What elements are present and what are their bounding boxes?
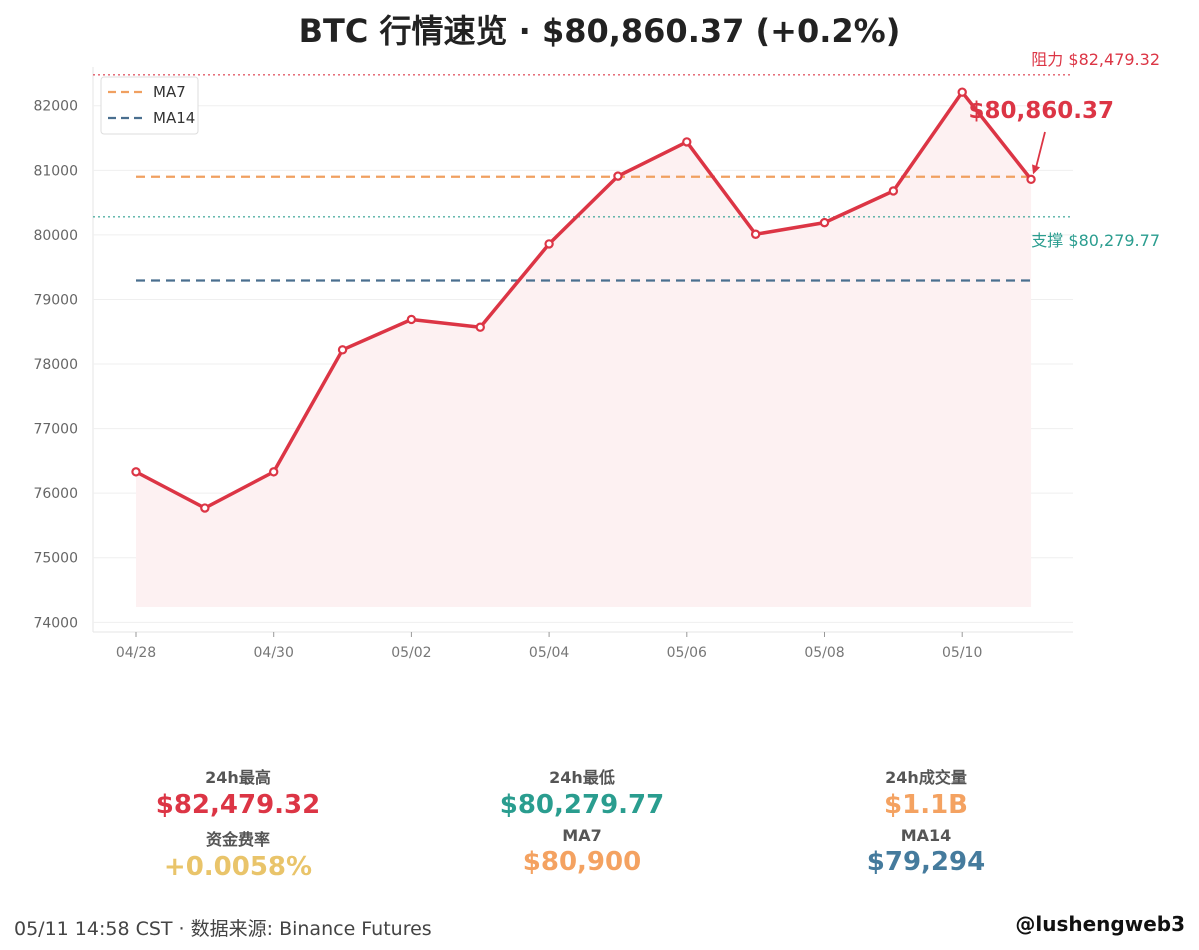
y-tick-label: 78000 xyxy=(33,357,78,373)
y-tick-label: 80000 xyxy=(33,228,78,244)
stat-24h-high: 24h最高 $82,479.32 xyxy=(118,764,358,820)
price-point xyxy=(406,314,417,325)
stat-value: $80,279.77 xyxy=(499,790,665,820)
price-point xyxy=(613,171,623,181)
price-point xyxy=(337,345,348,355)
x-tick-label: 04/28 xyxy=(116,645,156,661)
stat-value: $1.1B xyxy=(884,790,968,820)
price-chart: 74000 75000 76000 77000 78000 79000 80000 81000… xyxy=(33,50,1160,661)
annotation-arrow xyxy=(1034,131,1046,172)
legend-label-ma7: MA7 xyxy=(153,83,186,101)
stat-24h-volume: 24h成交量 $1.1B xyxy=(806,764,1046,820)
price-line xyxy=(135,90,1033,510)
y-tick-label: 79000 xyxy=(33,292,78,308)
x-tick-label: 05/10 xyxy=(942,645,982,661)
y-tick-label: 74000 xyxy=(33,615,78,631)
footer-handle: @lushengweb3 xyxy=(1015,912,1185,936)
stat-value: $79,294 xyxy=(866,847,986,877)
price-point xyxy=(269,467,279,477)
stat-value: +0.0058% xyxy=(163,852,313,882)
footer-timestamp-source: 05/11 14:58 CST · 数据来源: Binance Futures xyxy=(14,918,432,940)
price-point xyxy=(475,322,485,332)
y-tick-label: 77000 xyxy=(33,422,78,438)
stat-label: 24h最低 xyxy=(549,768,615,787)
stat-funding-rate: 资金费率 +0.0058% xyxy=(118,826,358,882)
annotation-price-label: $80,860.37 xyxy=(968,98,1114,124)
stat-label: 24h成交量 xyxy=(885,768,967,787)
stat-value: $80,900 xyxy=(522,847,642,877)
price-point xyxy=(131,467,141,477)
legend: MA7 MA14 xyxy=(100,76,199,135)
stat-label: 资金费率 xyxy=(205,830,270,849)
stat-label: 24h最高 xyxy=(205,768,271,787)
y-tick-label: 75000 xyxy=(33,551,78,567)
annotation-arrowhead xyxy=(1032,164,1041,175)
y-tick-label: 81000 xyxy=(33,163,78,179)
price-point xyxy=(888,186,899,196)
price-point xyxy=(544,239,554,249)
stat-24h-low: 24h最低 $80,279.77 xyxy=(462,764,702,820)
x-tick-label: 05/06 xyxy=(667,645,707,661)
price-point xyxy=(1026,174,1036,185)
x-tick-label: 05/02 xyxy=(391,645,431,661)
stat-ma14: MA14 $79,294 xyxy=(806,826,1046,877)
x-tick-label: 05/08 xyxy=(804,645,844,661)
stat-label: MA7 xyxy=(562,826,602,845)
price-point xyxy=(750,229,761,239)
stat-label: MA14 xyxy=(900,826,952,845)
price-point xyxy=(819,217,830,228)
price-point xyxy=(200,503,210,513)
y-tick-label: 76000 xyxy=(33,486,78,502)
stat-value: $82,479.32 xyxy=(155,790,321,820)
x-tick-label: 05/04 xyxy=(529,645,569,661)
x-tick-label: 04/30 xyxy=(254,645,294,661)
y-tick-label: 82000 xyxy=(33,99,78,115)
price-point xyxy=(682,137,692,147)
price-point xyxy=(957,87,967,97)
legend-label-ma14: MA14 xyxy=(153,109,195,127)
chart-title: BTC 行情速览 · $80,860.37 (+0.2%) xyxy=(298,12,901,50)
resistance-label: 阻力 $82,479.32 xyxy=(1031,50,1160,69)
support-label: 支撑 $80,279.77 xyxy=(1031,231,1160,250)
stat-ma7: MA7 $80,900 xyxy=(462,826,702,877)
price-area-fill xyxy=(136,92,1032,607)
